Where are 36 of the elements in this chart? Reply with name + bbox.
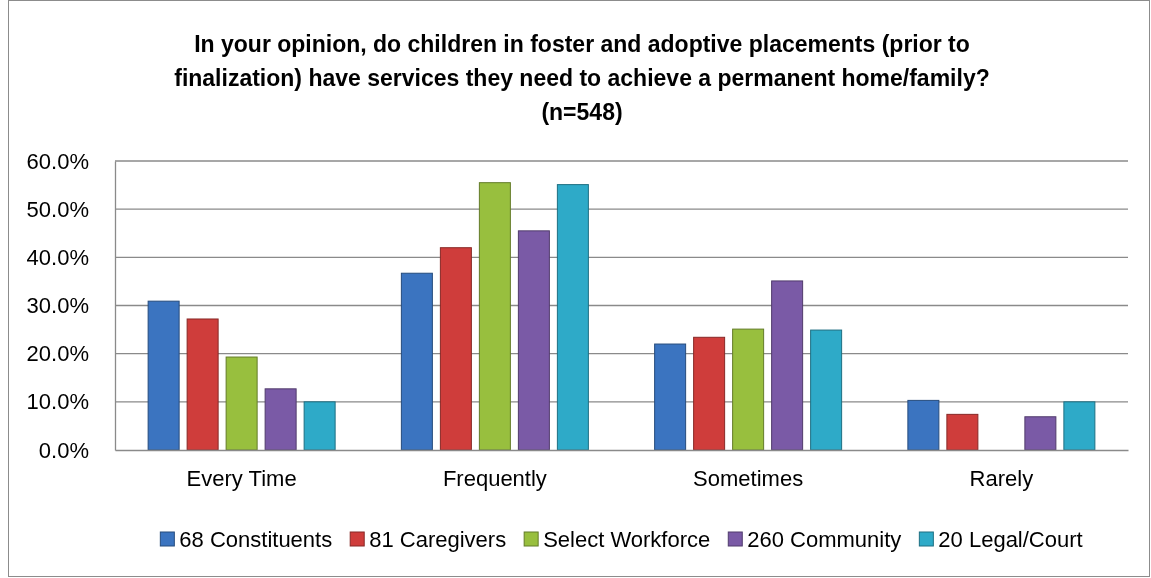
bar <box>147 300 180 451</box>
legend-label: 81 Caregivers <box>369 526 507 552</box>
x-tick-label: Frequently <box>442 465 547 491</box>
bar <box>303 401 336 451</box>
bar <box>264 388 297 451</box>
bar <box>732 328 765 451</box>
bar <box>693 336 726 451</box>
bar <box>439 247 472 451</box>
bar <box>907 399 940 451</box>
bar <box>654 343 687 451</box>
bar <box>186 318 219 451</box>
bar <box>1063 401 1096 451</box>
bar <box>517 230 550 451</box>
y-tick-label: 50.0% <box>26 196 89 222</box>
y-tick-label: 60.0% <box>26 148 89 174</box>
legend-label: Select Workforce <box>543 526 711 552</box>
bar <box>225 356 258 451</box>
y-tick-label: 0.0% <box>38 437 89 463</box>
bar <box>478 182 511 451</box>
bar <box>771 280 804 451</box>
legend-label: 68 Constituents <box>179 526 333 552</box>
x-tick-label: Sometimes <box>693 465 804 491</box>
bar <box>1024 416 1057 451</box>
x-tick-label: Every Time <box>186 465 297 491</box>
bar <box>946 413 979 451</box>
y-tick-label: 40.0% <box>26 244 89 270</box>
y-tick-label: 20.0% <box>26 341 89 367</box>
bar <box>556 184 589 451</box>
x-tick-label: Rarely <box>969 465 1034 491</box>
bar <box>810 329 843 451</box>
legend-label: 260 Community <box>747 526 902 552</box>
y-tick-label: 30.0% <box>26 293 89 319</box>
y-tick-label: 10.0% <box>26 389 89 415</box>
bar <box>400 272 433 451</box>
legend-label: 20 Legal/Court <box>938 526 1083 552</box>
chart-title: In your opinion, do children in foster and adoptive placements (prior to finalization) have services they need to achieve a permanent home/family? (n=548) <box>174 31 990 125</box>
